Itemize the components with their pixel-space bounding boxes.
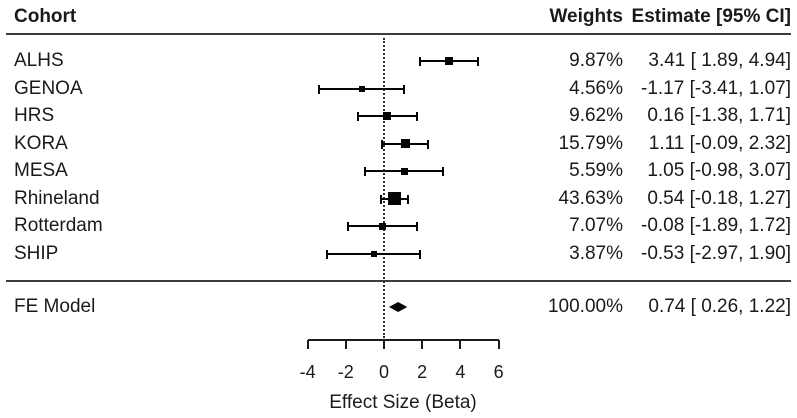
- estimate-square-marker: [387, 192, 401, 205]
- ci-cap-high: [415, 222, 418, 231]
- column-header-estimate: Estimate [95% CI]: [631, 6, 791, 27]
- ci-cap-low: [419, 57, 422, 66]
- row-weight-value: 7.07%: [569, 215, 623, 236]
- estimate-square-marker: [358, 85, 365, 92]
- row-estimate-value: -1.17 [-3.41, 1.07]: [641, 77, 791, 99]
- row-cohort-label: MESA: [14, 160, 68, 181]
- row-cohort-label: HRS: [14, 105, 55, 126]
- x-axis-tick-label: -4: [299, 362, 316, 382]
- x-axis-tick-label: 6: [493, 362, 504, 382]
- row-weight-value: 9.87%: [569, 50, 623, 71]
- row-estimate-value: -0.08 [-1.89, 1.72]: [641, 215, 791, 236]
- row-weight-value: 43.63%: [558, 187, 623, 209]
- row-estimate-value: 0.54 [-0.18, 1.27]: [647, 187, 791, 209]
- ci-cap-high: [419, 249, 422, 259]
- summary-diamond-marker: [388, 302, 408, 312]
- ci-cap-high: [403, 84, 406, 94]
- ci-cap-low: [381, 139, 384, 149]
- x-axis-tick: [497, 340, 500, 349]
- estimate-square-marker: [383, 112, 392, 120]
- ci-cap-high: [415, 112, 418, 121]
- ci-cap-low: [356, 112, 359, 121]
- header-divider: [6, 33, 791, 35]
- summary-cohort-label: FE Model: [14, 296, 96, 317]
- row-cohort-label: Rotterdam: [14, 215, 103, 236]
- ci-cap-low: [317, 84, 320, 94]
- row-weight-value: 9.62%: [569, 105, 623, 126]
- row-cohort-label: GENOA: [14, 77, 83, 99]
- summary-weight-value: 100.00%: [547, 296, 623, 317]
- x-axis-tick: [344, 340, 347, 349]
- x-axis-tick: [421, 340, 424, 349]
- row-cohort-label: Rhineland: [14, 187, 100, 209]
- ci-cap-low: [346, 222, 349, 231]
- ci-cap-low: [326, 249, 329, 259]
- estimate-square-marker: [400, 167, 408, 175]
- column-header-cohort: Cohort: [14, 6, 77, 27]
- summary-divider: [6, 280, 791, 282]
- row-estimate-value: 1.11 [-0.09, 2.32]: [648, 132, 791, 154]
- row-weight-value: 4.56%: [569, 77, 623, 99]
- estimate-square-marker: [370, 250, 377, 257]
- ci-cap-high: [427, 139, 430, 149]
- x-axis-tick-label: -2: [337, 362, 354, 382]
- x-axis-tick-label: 4: [455, 362, 466, 382]
- estimate-square-marker: [400, 139, 410, 148]
- x-axis-tick-label: 0: [378, 362, 389, 382]
- ci-cap-low: [364, 167, 367, 176]
- column-header-weights: Weights: [549, 6, 623, 27]
- estimate-square-marker: [378, 222, 386, 230]
- row-cohort-label: KORA: [14, 132, 68, 154]
- summary-estimate-value: 0.74 [ 0.26, 1.22]: [648, 296, 791, 317]
- row-weight-value: 3.87%: [569, 242, 623, 264]
- row-cohort-label: SHIP: [14, 242, 59, 264]
- row-estimate-value: 0.16 [-1.38, 1.71]: [647, 105, 791, 126]
- x-axis-title: Effect Size (Beta): [329, 392, 477, 413]
- x-axis-line: [307, 339, 499, 341]
- x-axis-tick-label: 2: [417, 362, 428, 382]
- x-axis-tick: [459, 340, 462, 349]
- row-cohort-label: ALHS: [14, 50, 64, 71]
- x-axis-tick: [306, 340, 309, 349]
- estimate-square-marker: [445, 57, 454, 65]
- ci-cap-high: [441, 167, 444, 176]
- row-weight-value: 15.79%: [558, 132, 623, 154]
- x-axis-tick: [383, 340, 385, 349]
- ci-cap-high: [477, 57, 480, 66]
- ci-cap-low: [379, 194, 382, 204]
- zero-reference-line: [383, 38, 385, 338]
- ci-cap-high: [407, 194, 410, 204]
- row-estimate-value: -0.53 [-2.97, 1.90]: [641, 242, 791, 264]
- row-estimate-value: 3.41 [ 1.89, 4.94]: [648, 50, 791, 71]
- row-estimate-value: 1.05 [-0.98, 3.07]: [647, 160, 791, 181]
- row-weight-value: 5.59%: [569, 160, 623, 181]
